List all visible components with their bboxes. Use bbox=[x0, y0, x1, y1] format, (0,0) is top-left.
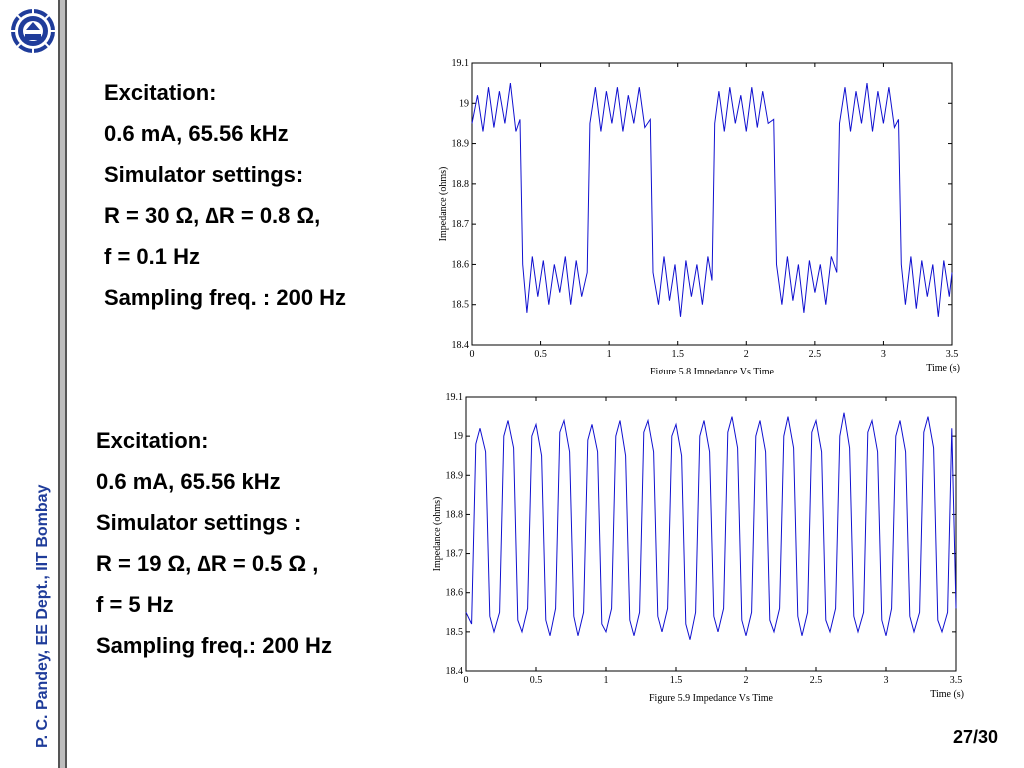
y-tick-label: 19.1 bbox=[452, 58, 470, 69]
x-tick-label: 3 bbox=[884, 675, 889, 686]
x-tick-label: 2.5 bbox=[809, 349, 822, 360]
y-tick-label: 18.9 bbox=[446, 470, 464, 481]
y-tick-label: 18.6 bbox=[446, 588, 464, 599]
x-tick-label: 1 bbox=[604, 675, 609, 686]
author-credit: P. C. Pandey, EE Dept., IIT Bombay bbox=[34, 484, 51, 748]
settings-text-block-1: Excitation: 0.6 mA, 65.56 kHz Simulator … bbox=[104, 72, 346, 318]
text-line: R = 19 Ω, ∆R = 0.5 Ω , bbox=[96, 551, 319, 576]
y-axis-label: Impedance (ohms) bbox=[438, 167, 449, 242]
text-line: Simulator settings : bbox=[96, 510, 302, 535]
x-tick-label: 1 bbox=[607, 349, 612, 360]
y-tick-label: 18.4 bbox=[452, 340, 470, 351]
y-tick-label: 18.5 bbox=[452, 300, 470, 311]
text-line: f = 5 Hz bbox=[96, 592, 174, 617]
y-tick-label: 18.9 bbox=[452, 139, 470, 150]
impedance-series-line bbox=[465, 412, 957, 640]
x-tick-label: 2 bbox=[744, 349, 749, 360]
text-line: Sampling freq. : 200 Hz bbox=[104, 285, 347, 310]
text-line: Sampling freq.: 200 Hz bbox=[96, 633, 332, 658]
settings-text-block-2: Excitation: 0.6 mA, 65.56 kHz Simulator … bbox=[96, 420, 332, 666]
y-tick-label: 19 bbox=[459, 98, 469, 109]
y-tick-label: 18.8 bbox=[446, 509, 464, 520]
x-tick-label: 1.5 bbox=[671, 349, 684, 360]
x-tick-label: 3.5 bbox=[950, 675, 963, 686]
impedance-series-line bbox=[471, 83, 953, 317]
x-axis-label: Time (s) bbox=[930, 689, 964, 700]
y-tick-label: 18.7 bbox=[452, 219, 470, 230]
x-tick-label: 0 bbox=[464, 675, 469, 686]
iit-bombay-logo-icon bbox=[11, 9, 55, 53]
y-tick-label: 18.7 bbox=[446, 549, 464, 560]
text-line: Excitation: bbox=[96, 428, 209, 453]
impedance-chart-2: 0 0.5 1 1.5 2 2.5 3 3.5 18.4 18.5 18.6 18.7 18.8 18.9… bbox=[432, 392, 964, 704]
y-tick-label: 18.6 bbox=[452, 259, 470, 270]
figure-caption: Figure 5.8 Impedance Vs Time bbox=[650, 367, 775, 374]
page-number: 27/30 bbox=[952, 727, 998, 747]
x-tick-label: 3 bbox=[881, 349, 886, 360]
text-line: R = 30 Ω, ∆R = 0.8 Ω, bbox=[104, 203, 321, 228]
figure-caption: Figure 5.9 Impedance Vs Time bbox=[649, 693, 774, 704]
x-axis-label: Time (s) bbox=[926, 363, 960, 374]
x-tick-label: 1.5 bbox=[670, 675, 683, 686]
y-tick-label: 18.8 bbox=[452, 179, 470, 190]
text-line: 0.6 mA, 65.56 kHz bbox=[104, 121, 289, 146]
text-line: 0.6 mA, 65.56 kHz bbox=[96, 469, 281, 494]
text-line: f = 0.1 Hz bbox=[104, 244, 200, 269]
plot-frame bbox=[465, 396, 957, 672]
x-tick-label: 2.5 bbox=[810, 675, 823, 686]
text-line: Simulator settings: bbox=[104, 162, 304, 187]
x-tick-label: 3.5 bbox=[946, 349, 959, 360]
plot-frame bbox=[471, 62, 953, 346]
x-tick-label: 0.5 bbox=[530, 675, 543, 686]
text-line: Excitation: bbox=[104, 80, 217, 105]
y-axis-label: Impedance (ohms) bbox=[432, 497, 443, 572]
impedance-chart-1: 0 0.5 1 1.5 2 2.5 3 3.5 18.4 18.5 18.6 18.7 18.8 18.9… bbox=[438, 58, 960, 374]
y-tick-label: 18.5 bbox=[446, 627, 464, 638]
y-tick-label: 19 bbox=[453, 431, 463, 442]
y-tick-label: 18.4 bbox=[446, 666, 464, 677]
x-tick-label: 0 bbox=[470, 349, 475, 360]
x-tick-label: 0.5 bbox=[534, 349, 547, 360]
y-tick-label: 19.1 bbox=[446, 392, 464, 403]
sidebar-bar bbox=[58, 0, 67, 768]
x-tick-label: 2 bbox=[744, 675, 749, 686]
